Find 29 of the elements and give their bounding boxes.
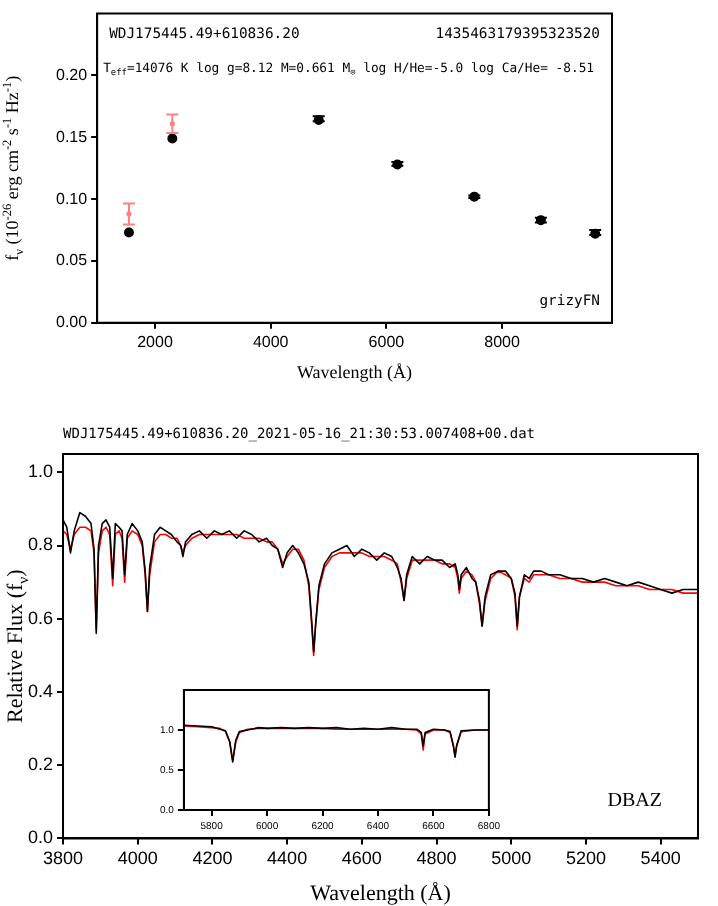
x-tick-label: 3800	[42, 848, 84, 869]
point	[123, 227, 134, 238]
x-tick-label: 4400	[267, 848, 308, 869]
y-tick-label: 0.20	[55, 65, 89, 84]
x-tick-label: 8000	[484, 332, 521, 351]
y-tick-label: 0.10	[55, 189, 89, 208]
y-tick-label: 0.15	[55, 127, 89, 146]
x-tick-label: 4200	[192, 848, 233, 869]
x-tick-label: 4000	[252, 332, 290, 351]
x-tick-label: 2000	[137, 332, 174, 351]
x-axis-title: Wavelength (Å)	[297, 362, 413, 382]
x-tick-label: 4000	[117, 848, 158, 869]
point	[167, 133, 178, 144]
x-tick-label: 5200	[565, 848, 606, 869]
y-tick-label: 0.4	[27, 680, 54, 701]
x-tick-label: 5400	[640, 848, 681, 869]
y-tick-label: 0.2	[27, 754, 54, 775]
x-tick-label: 4800	[416, 848, 457, 869]
x-tick-label: 6000	[368, 332, 406, 351]
x-tick-label: 4600	[341, 848, 382, 869]
x-axis-title: Wavelength (Å)	[310, 880, 452, 906]
y-tick-label: 0.6	[27, 607, 54, 628]
y-tick-label: 0.0	[27, 827, 54, 848]
x-tick-label: 5000	[491, 848, 532, 869]
y-tick-label: 1.0	[27, 461, 54, 482]
y-tick-label: 0.05	[55, 251, 89, 270]
y-tick-label: 0.8	[27, 534, 54, 555]
annotation: DBAZ	[607, 790, 663, 813]
y-tick-label: 0.00	[55, 313, 89, 332]
